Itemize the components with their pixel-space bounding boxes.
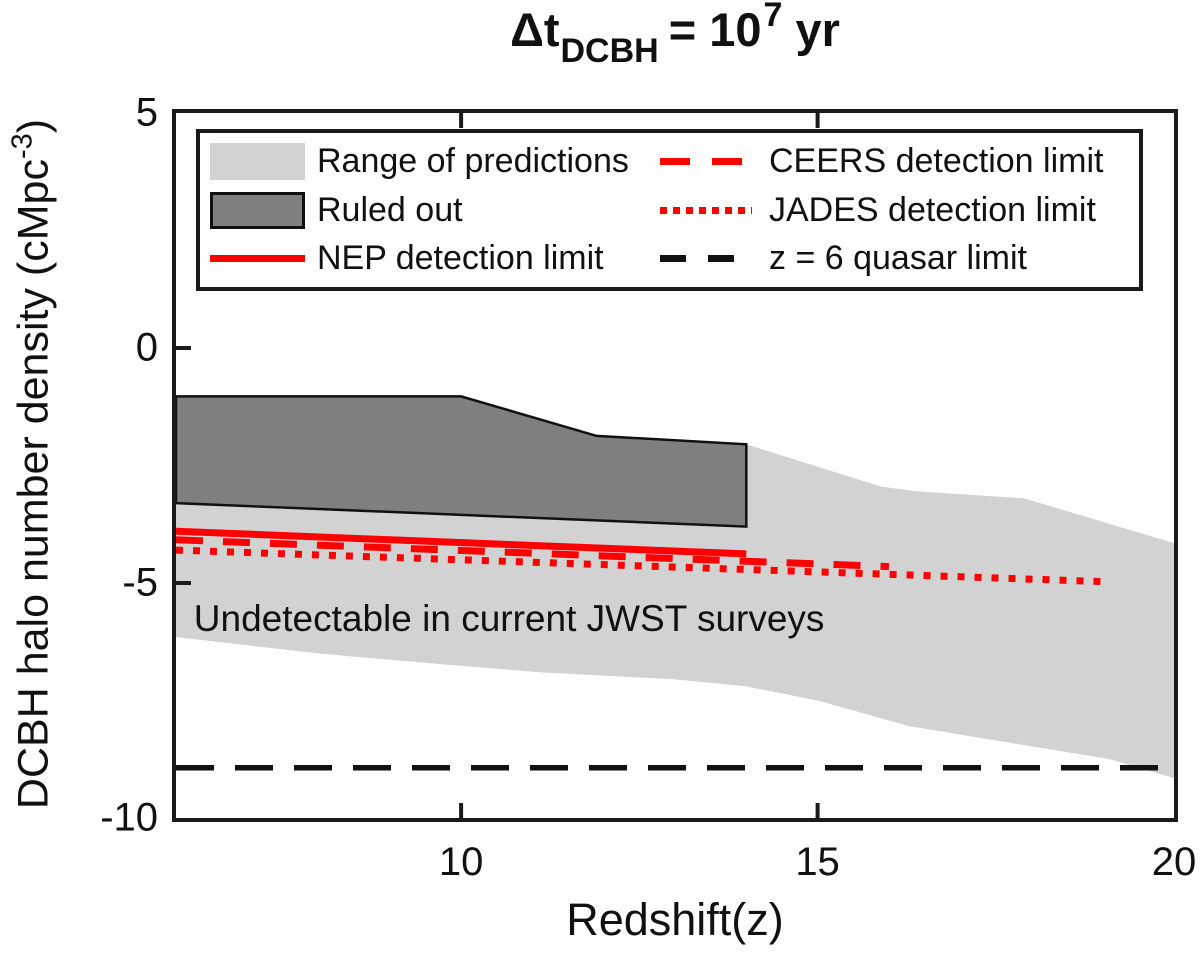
chart-canvas: Undetectable in current JWST surveys (176, 113, 1174, 818)
title-equals: = 10 (668, 3, 762, 56)
legend-swatch-dash-black (660, 255, 755, 263)
line-jades-detection-limit (176, 546, 1103, 586)
y-tick-label--10: -10 (100, 795, 158, 840)
line-nep-detection-limit (176, 527, 747, 558)
legend-label: NEP detection limit (317, 239, 604, 278)
legend-label: CEERS detection limit (769, 141, 1104, 180)
title-exponent: 7 (763, 0, 783, 34)
y-tick-label-5: 5 (135, 90, 158, 135)
title-delta-t: Δt (510, 3, 560, 56)
legend-row-2: NEP detection limit z = 6 quasar limit (210, 234, 1139, 283)
legend-swatch-dash-red (660, 157, 755, 165)
legend-label: JADES detection limit (769, 190, 1096, 229)
legend-label: Ruled out (317, 190, 463, 229)
y-axis-label: DCBH halo number density (cMpc-3) (6, 119, 59, 810)
legend-row-0: Range of predictions CEERS detection limi… (210, 137, 1139, 186)
x-axis-label: Redshift(z) (566, 894, 784, 945)
legend-label: Range of predictions (317, 141, 629, 180)
title-units: yr (795, 3, 840, 56)
legend-swatch-line-red (210, 255, 305, 263)
chart-title: ΔtDCBH = 107 yr (176, 0, 1174, 70)
y-tick-label-0: 0 (135, 325, 158, 370)
x-tick-label-20: 20 (1151, 840, 1197, 884)
legend-label: z = 6 quasar limit (769, 239, 1027, 278)
x-tick-label-10: 10 (438, 840, 484, 884)
line-ceers-detection-limit (176, 536, 890, 571)
y-tick-label--5: -5 (122, 560, 158, 605)
y-axis-label-superscript: -3 (6, 133, 39, 160)
legend-swatch-patch-dark (210, 191, 305, 229)
annotation-undetectable: Undetectable in current JWST surveys (194, 598, 825, 639)
title-subscript: DCBH (560, 32, 659, 70)
region-ruled-out (176, 395, 748, 528)
legend-row-1: Ruled out JADES detection limit (210, 186, 1139, 235)
x-tick-label-15: 15 (795, 840, 840, 884)
legend: Range of predictions CEERS detection limi… (196, 129, 1143, 291)
legend-swatch-patch-light (210, 142, 305, 180)
y-axis-label-text: DCBH halo number density (cMpc (9, 159, 58, 810)
legend-swatch-dot-red (660, 206, 755, 214)
